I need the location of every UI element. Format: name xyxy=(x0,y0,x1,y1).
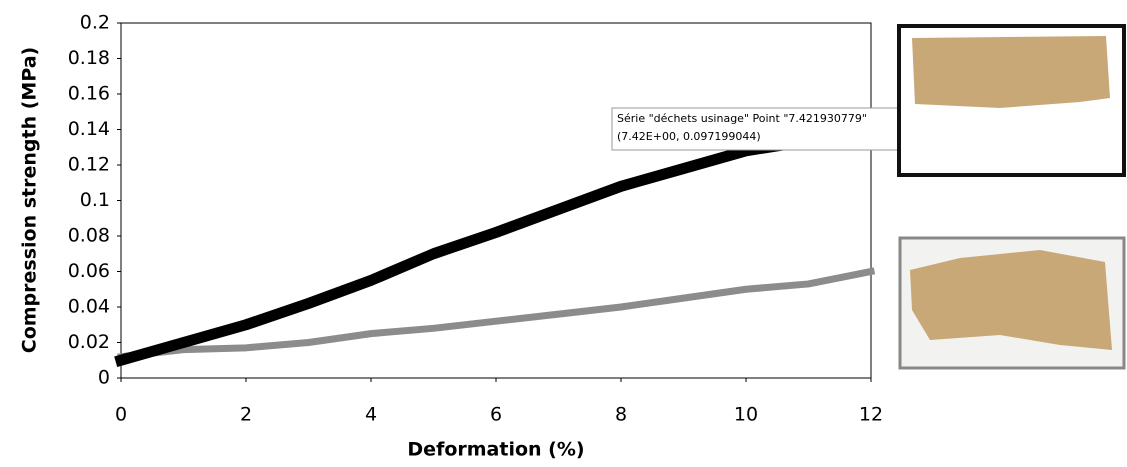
x-tick-label: 10 xyxy=(734,404,758,426)
y-tick-label: 0.14 xyxy=(68,118,110,140)
tooltip-line: (7.42E+00, 0.097199044) xyxy=(617,130,761,143)
y-tick-label: 0.02 xyxy=(68,331,110,353)
x-tick-label: 2 xyxy=(240,404,252,426)
y-tick-label: 0.16 xyxy=(68,83,110,105)
plot-area xyxy=(114,135,876,368)
y-tick-label: 0 xyxy=(98,367,110,389)
tooltip xyxy=(611,107,904,151)
photo-bottom xyxy=(898,236,1126,370)
tooltip-line: Série "déchets usinage" Point "7.4219307… xyxy=(617,112,867,125)
x-tick-label: 4 xyxy=(365,404,377,426)
x-tick-label: 12 xyxy=(859,404,883,426)
x-tick-label: 6 xyxy=(490,404,502,426)
y-tick-label: 0.08 xyxy=(68,225,110,247)
x-tick-label: 0 xyxy=(115,404,127,426)
y-tick-label: 0.18 xyxy=(68,47,110,69)
sample-image xyxy=(910,250,1112,350)
x-axis-title: Deformation (%) xyxy=(407,439,584,461)
y-axis-title: Compression strength (MPa) xyxy=(19,47,41,354)
x-tick-label: 8 xyxy=(615,404,627,426)
data-line xyxy=(117,267,876,361)
y-tick-label: 0.12 xyxy=(68,154,110,176)
sample-image xyxy=(912,36,1110,108)
photo-top xyxy=(897,24,1126,177)
data-line xyxy=(114,135,809,368)
y-tick-label: 0.06 xyxy=(68,260,110,282)
y-tick-label: 0.2 xyxy=(80,12,110,34)
y-tick-label: 0.04 xyxy=(68,296,110,318)
y-tick-label: 0.1 xyxy=(80,189,110,211)
